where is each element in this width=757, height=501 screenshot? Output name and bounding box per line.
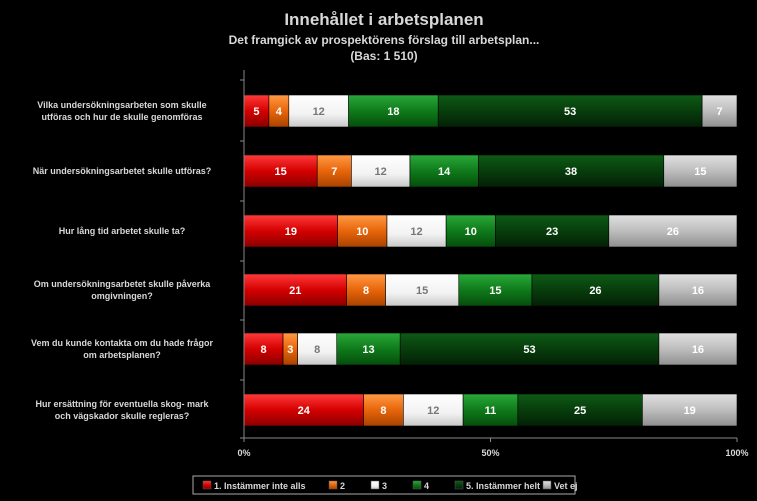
data-label: 12: [410, 226, 422, 238]
data-label: 14: [438, 166, 451, 178]
bar-segment: [386, 214, 447, 248]
bar-segment: [363, 393, 404, 427]
category-label: Om undersökningsarbetet skulle påverka om…: [34, 279, 212, 301]
bar-segment: [658, 332, 738, 366]
data-label: 7: [717, 106, 723, 118]
data-label: 18: [387, 106, 399, 118]
data-label: 4: [276, 106, 283, 118]
bar-segment: [336, 332, 401, 366]
data-label: 13: [362, 344, 374, 356]
bar-segment: [517, 393, 643, 427]
data-label: 19: [285, 226, 297, 238]
legend-swatch: [412, 480, 422, 490]
data-label: 23: [546, 226, 558, 238]
category-label: Hur lång tid arbetet skulle ta?: [59, 226, 186, 236]
legend: 1. Instämmer inte alls 2 3 4 5. Instämmer he…: [192, 475, 578, 495]
bar-segment: [337, 214, 388, 248]
category-label: Vilka undersökningsarbeten som skulle utf…: [37, 100, 206, 122]
data-label: 3: [287, 344, 293, 356]
data-label: 15: [489, 285, 501, 297]
legend-label: 5. Instämmer helt: [466, 481, 540, 491]
data-label: 15: [416, 285, 428, 297]
chart-title: Innehållet i arbetsplanen: [284, 10, 483, 29]
bar-segment: [658, 273, 738, 307]
data-label: 7: [331, 166, 337, 178]
data-label: 53: [564, 106, 576, 118]
data-label: 16: [692, 344, 704, 356]
data-label: 25: [574, 405, 586, 417]
legend-swatch: [202, 480, 212, 490]
data-label: 19: [684, 405, 696, 417]
bar-segment: [608, 214, 738, 248]
data-label: 8: [363, 285, 369, 297]
legend-label: 4: [424, 481, 429, 491]
x-tick-label: 100%: [725, 448, 748, 458]
data-label: 12: [427, 405, 439, 417]
bar-segment: [458, 273, 533, 307]
legend-box: [192, 475, 576, 495]
data-label: 15: [694, 166, 706, 178]
bar-segment: [243, 94, 270, 128]
data-label: 24: [298, 405, 311, 417]
data-label: 11: [485, 405, 497, 417]
legend-swatch: [328, 480, 338, 490]
bar-segment: [243, 273, 347, 307]
bar-segment: [701, 94, 738, 128]
bar-segment: [663, 154, 738, 188]
bar-segment: [495, 214, 610, 248]
bar-segment: [409, 154, 479, 188]
bar-segment: [403, 393, 464, 427]
data-label: 53: [523, 344, 535, 356]
data-label: 15: [274, 166, 286, 178]
category-labels: Vilka undersökningsarbeten som skulle utf…: [31, 100, 214, 421]
bar-segment: [445, 214, 496, 248]
bar-segment: [351, 154, 411, 188]
legend-swatch: [370, 480, 380, 490]
legend-label: Vet ej: [554, 481, 578, 491]
data-label: 16: [692, 285, 704, 297]
category-label: Vem du kunde kontakta om du hade frågor o…: [31, 338, 214, 360]
bar-segment: [243, 214, 338, 248]
x-axis: 0% 50% 100%: [237, 70, 749, 458]
category-label: Hur ersättning för eventuella skog- mark…: [35, 399, 209, 421]
bar-segment: [243, 393, 364, 427]
category-label: När undersökningsarbetet skulle utföras?: [33, 166, 212, 176]
bar-segment: [243, 332, 284, 366]
legend-label: 3: [382, 481, 387, 491]
data-label: 26: [667, 226, 679, 238]
bar-segment: [243, 154, 318, 188]
bar-segment: [288, 94, 349, 128]
data-label: 10: [356, 226, 368, 238]
legend-swatch: [454, 480, 464, 490]
data-label: 26: [589, 285, 601, 297]
legend-label: 2: [340, 481, 345, 491]
data-label: 8: [260, 344, 266, 356]
legend-label: 1. Instämmer inte alls: [214, 481, 306, 491]
bar-segment: [462, 393, 519, 427]
bar-segment: [399, 332, 660, 366]
data-label: 5: [253, 106, 259, 118]
x-tick-label: 50%: [481, 448, 499, 458]
bar-segment: [437, 94, 703, 128]
data-label: 10: [465, 226, 477, 238]
bar-segment: [348, 94, 439, 128]
data-label: 12: [375, 166, 387, 178]
chart-subtitle: Det framgick av prospektörens förslag ti…: [229, 33, 540, 47]
bar-segment: [531, 273, 660, 307]
chart-note: (Bas: 1 510): [350, 49, 417, 63]
bar-segment: [346, 273, 386, 307]
data-label: 12: [313, 106, 325, 118]
bar-segment: [477, 154, 665, 188]
bar-segment: [642, 393, 738, 427]
bar-segment: [385, 273, 460, 307]
data-label: 8: [314, 344, 320, 356]
data-label: 21: [289, 285, 301, 297]
legend-swatch: [542, 480, 552, 490]
x-tick-label: 0%: [237, 448, 250, 458]
data-label: 8: [380, 405, 386, 417]
data-label: 38: [565, 166, 577, 178]
